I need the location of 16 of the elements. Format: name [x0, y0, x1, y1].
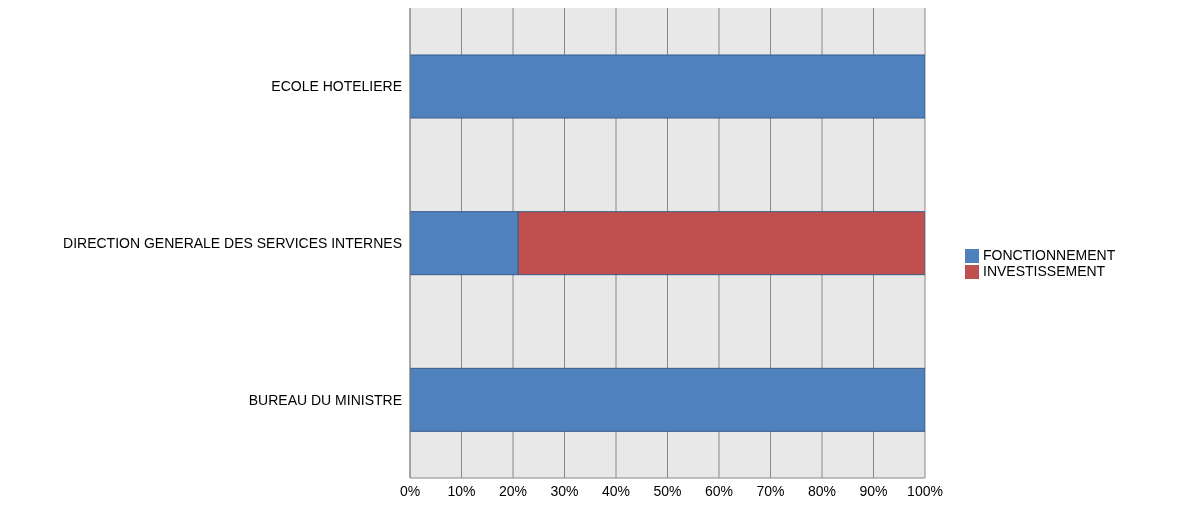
legend-label: FONCTIONNEMENT [983, 246, 1116, 263]
x-tick-label: 90% [859, 482, 888, 499]
y-tick-label: DIRECTION GENERALE DES SERVICES INTERNES [63, 234, 402, 251]
y-tick-label: ECOLE HOTELIERE [271, 78, 402, 95]
x-tick-label: 20% [498, 482, 528, 499]
legend-label: INVESTISSEMENT [983, 263, 1106, 279]
x-tick-label: 70% [756, 482, 785, 499]
x-tick-label: 10% [447, 482, 476, 499]
x-tick-label: 0% [399, 482, 421, 499]
x-tick-label: 40% [601, 482, 631, 499]
x-tick-label: 100% [907, 482, 943, 499]
y-tick-label: BUREAU DU MINISTRE [248, 391, 402, 408]
x-tick-label: 50% [653, 482, 682, 499]
x-tick-label: 60% [704, 482, 734, 499]
x-tick-label: 30% [550, 482, 579, 499]
x-tick-label: 80% [807, 482, 837, 499]
